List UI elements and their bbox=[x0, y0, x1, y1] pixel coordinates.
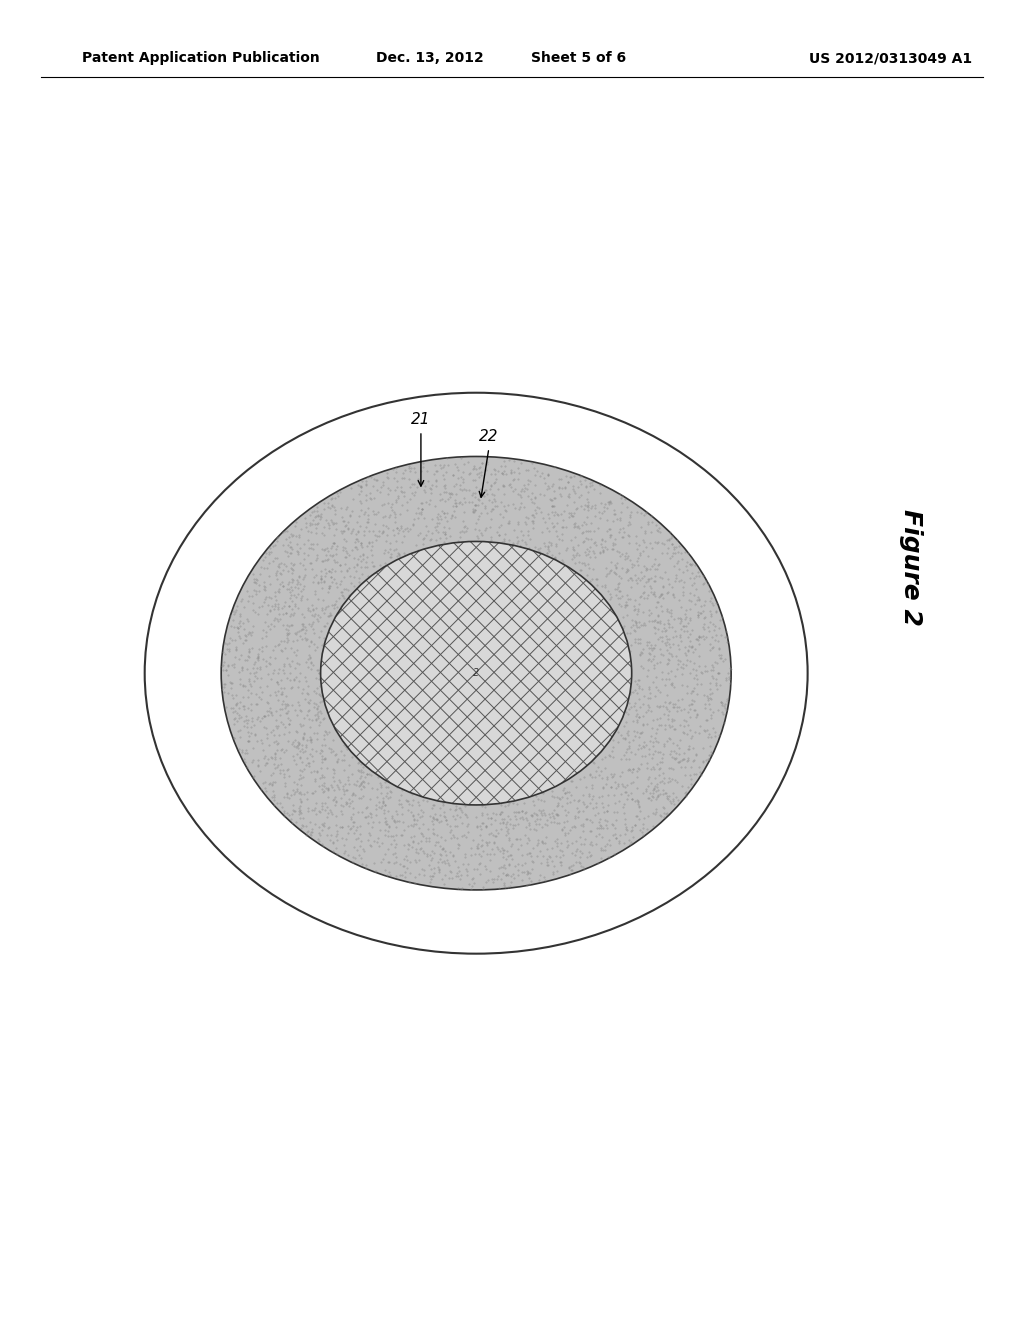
Text: Figure 2: Figure 2 bbox=[899, 510, 924, 626]
Ellipse shape bbox=[321, 541, 632, 805]
Text: Sheet 5 of 6: Sheet 5 of 6 bbox=[531, 51, 626, 65]
Text: 21: 21 bbox=[412, 412, 431, 426]
Text: 2: 2 bbox=[473, 668, 479, 678]
Text: Patent Application Publication: Patent Application Publication bbox=[82, 51, 319, 65]
Text: US 2012/0313049 A1: US 2012/0313049 A1 bbox=[809, 51, 973, 65]
Text: Dec. 13, 2012: Dec. 13, 2012 bbox=[376, 51, 484, 65]
Ellipse shape bbox=[144, 393, 808, 953]
Text: 22: 22 bbox=[479, 429, 499, 444]
Ellipse shape bbox=[321, 541, 632, 805]
Ellipse shape bbox=[221, 457, 731, 890]
